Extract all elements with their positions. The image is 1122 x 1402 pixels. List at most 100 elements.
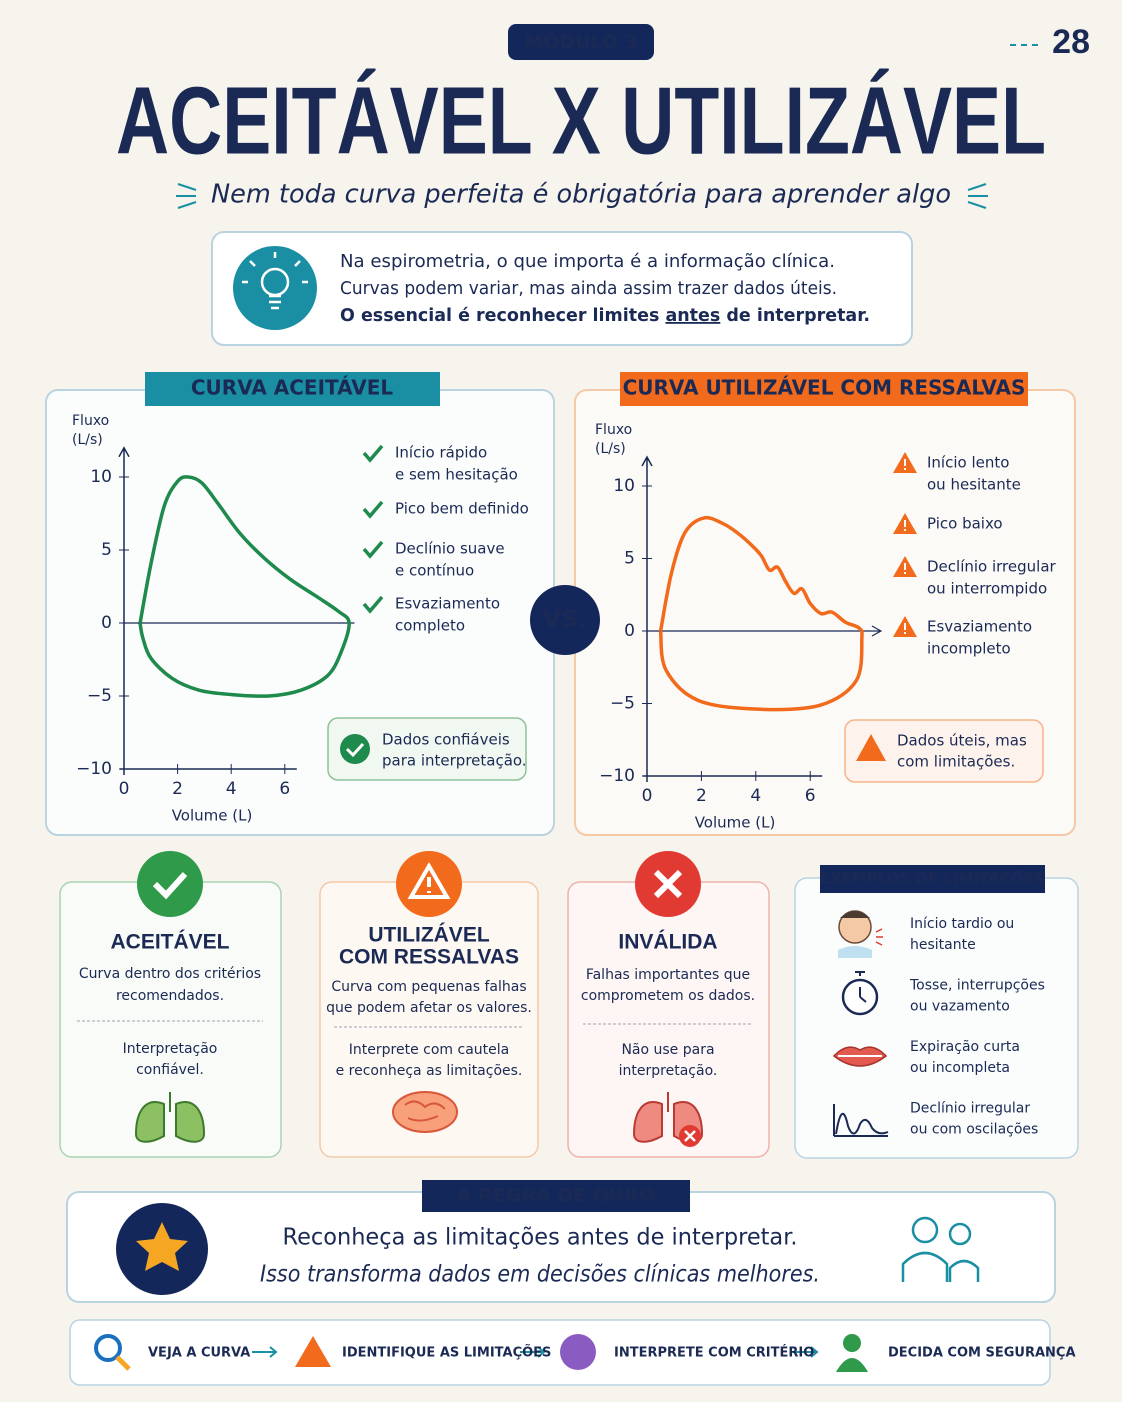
panel-title: CURVA UTILIZÁVEL COM RESSALVAS	[623, 376, 1026, 400]
criterion: Declínio suave	[395, 540, 505, 558]
criterion: Pico bem definido	[395, 500, 529, 518]
y-tick-label: −5	[610, 694, 635, 714]
y-axis-label: (L/s)	[595, 441, 626, 457]
criterion: Esvaziamento	[395, 595, 500, 613]
decor-squiggle	[176, 183, 988, 209]
note: com limitações.	[897, 753, 1015, 771]
magnifier-icon	[94, 1334, 131, 1371]
x-tick-label: 2	[696, 786, 707, 806]
criterion: Declínio irregular	[927, 558, 1057, 576]
panel-title: CURVA ACEITÁVEL	[191, 376, 393, 400]
check-glyph	[152, 871, 188, 900]
limitation: hesitante	[910, 937, 976, 953]
card-description: Falhas importantes que	[586, 967, 750, 983]
x-tick-label: 6	[279, 779, 290, 799]
star	[136, 1222, 188, 1271]
card-icon	[137, 851, 203, 917]
intro-emphasis: O essencial é reconhecer limites antes d…	[340, 305, 870, 326]
criterion: Início lento	[927, 454, 1009, 472]
vs-label: VS.	[543, 605, 588, 633]
lungs-icon	[134, 1092, 206, 1143]
card-note: Não use para	[621, 1042, 714, 1058]
limitation: Declínio irregular	[910, 1101, 1030, 1117]
criterion: ou hesitante	[927, 476, 1021, 494]
golden-line: Isso transforma dados em decisões clínic…	[260, 1262, 820, 1288]
ok-glyph	[345, 742, 365, 758]
steps-box	[69, 1319, 1051, 1386]
card-invalid	[567, 881, 770, 1158]
bulb-glyph	[242, 252, 308, 310]
card-title: ACEITÁVEL	[110, 931, 229, 954]
y-axis-label: Fluxo	[595, 422, 632, 438]
limitations-title: EXEMPLOS DE LIMITAÇÕES	[820, 869, 1045, 888]
warn-glyph	[407, 862, 451, 899]
criterion: completo	[395, 617, 465, 635]
brain-step-icon	[560, 1334, 596, 1370]
criterion: Esvaziamento	[927, 618, 1032, 636]
oscillation-icon	[833, 1104, 889, 1137]
y-axis-label: (L/s)	[72, 432, 103, 448]
y-tick-label: −5	[87, 686, 112, 706]
step-arrows	[252, 1346, 819, 1358]
card-note: confiável.	[136, 1062, 204, 1078]
x-tick-label: 0	[119, 779, 130, 799]
note-box	[844, 719, 1044, 783]
x-tick-label: 2	[172, 779, 183, 799]
criterion: e sem hesitação	[395, 466, 518, 484]
y-axis	[641, 455, 653, 782]
x-glyph	[653, 869, 683, 899]
x-axis-label: Volume (L)	[172, 807, 253, 825]
intro-line: Curvas podem variar, mas ainda assim tra…	[340, 278, 837, 299]
lips-icon	[832, 1046, 888, 1067]
card-note: Interprete com cautela	[349, 1042, 509, 1058]
warn-icon	[856, 734, 886, 761]
check-icon	[362, 540, 384, 559]
card-note: e reconheça as limitações.	[336, 1063, 523, 1079]
card-description: Curva com pequenas falhas	[331, 979, 526, 995]
y-tick-label: 5	[101, 540, 112, 560]
people-icon	[901, 1216, 980, 1282]
x-tick-label: 0	[642, 786, 653, 806]
subtitle: Nem toda curva perfeita é obrigatória pa…	[211, 180, 951, 210]
card-description: comprometem os dados.	[581, 988, 755, 1004]
criterion: e contínuo	[395, 562, 474, 580]
criterion: ou interrompido	[927, 580, 1047, 598]
intro-box	[211, 231, 913, 346]
cough-icon	[838, 910, 883, 958]
zero-line	[647, 625, 883, 637]
vs-circle	[530, 585, 600, 655]
intro-line: Na espirometria, o que importa é a infor…	[340, 251, 835, 272]
banner	[620, 372, 1028, 406]
card-description: recomendados.	[116, 988, 224, 1004]
limitation: ou vazamento	[910, 999, 1010, 1015]
y-axis-label: Fluxo	[72, 413, 109, 429]
note-box	[327, 717, 527, 781]
y-tick-label: −10	[599, 766, 635, 786]
card-note: Interpretação	[123, 1041, 218, 1057]
limitation: ou incompleta	[910, 1060, 1010, 1076]
check-icon	[362, 444, 384, 463]
damaged-lungs-icon	[632, 1092, 704, 1147]
step: IDENTIFIQUE AS LIMITAÇÕES	[342, 1345, 551, 1361]
golden-line: Reconheça as limitações antes de interpr…	[283, 1225, 798, 1251]
card-description: Curva dentro dos critérios	[79, 966, 261, 982]
emphasis-part: antes	[665, 305, 720, 326]
limitation: Início tardio ou	[910, 916, 1014, 932]
emphasis-part: de interpretar.	[720, 305, 870, 326]
y-tick-label: −10	[76, 759, 112, 779]
note: para interpretação.	[382, 752, 527, 770]
flow-volume-curve	[138, 475, 351, 698]
y-tick-label: 10	[613, 476, 635, 496]
emphasis-part: O essencial é reconhecer limites	[340, 305, 665, 326]
stopwatch-icon	[841, 971, 879, 1016]
criterion: Início rápido	[395, 444, 487, 462]
x-tick-label: 4	[750, 786, 761, 806]
step: INTERPRETE COM CRITÉRIO	[614, 1345, 814, 1361]
flow-volume-curve	[658, 515, 864, 712]
card-title: INVÁLIDA	[618, 931, 717, 954]
criterion: Pico baixo	[927, 515, 1003, 533]
limitation: Tosse, interrupções	[909, 978, 1045, 994]
card-note: interpretação.	[619, 1063, 718, 1079]
limitation: ou com oscilações	[910, 1122, 1038, 1138]
